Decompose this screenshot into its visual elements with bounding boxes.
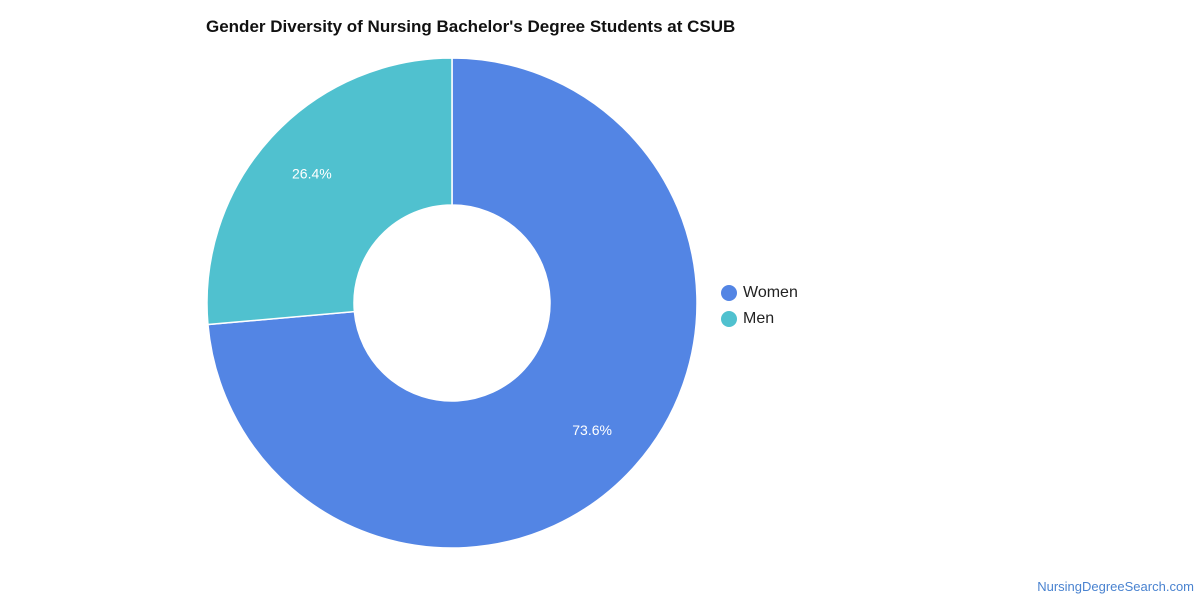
slice-men[interactable] (206, 57, 453, 326)
chart-title: Gender Diversity of Nursing Bachelor's D… (206, 17, 736, 36)
slice-women[interactable] (207, 57, 698, 549)
legend-label-men: Men (743, 310, 775, 327)
legend-swatch-men (721, 311, 737, 327)
legend-item-men[interactable]: Men (721, 306, 798, 332)
legend-swatch-women (721, 285, 737, 301)
slice-label-women: 73.6% (572, 422, 612, 438)
legend-item-women[interactable]: Women (721, 280, 798, 306)
source-link[interactable]: NursingDegreeSearch.com (1037, 579, 1194, 594)
slice-label-men: 26.4% (292, 165, 332, 181)
legend: Women Men (721, 280, 798, 332)
legend-label-women: Women (743, 284, 798, 301)
